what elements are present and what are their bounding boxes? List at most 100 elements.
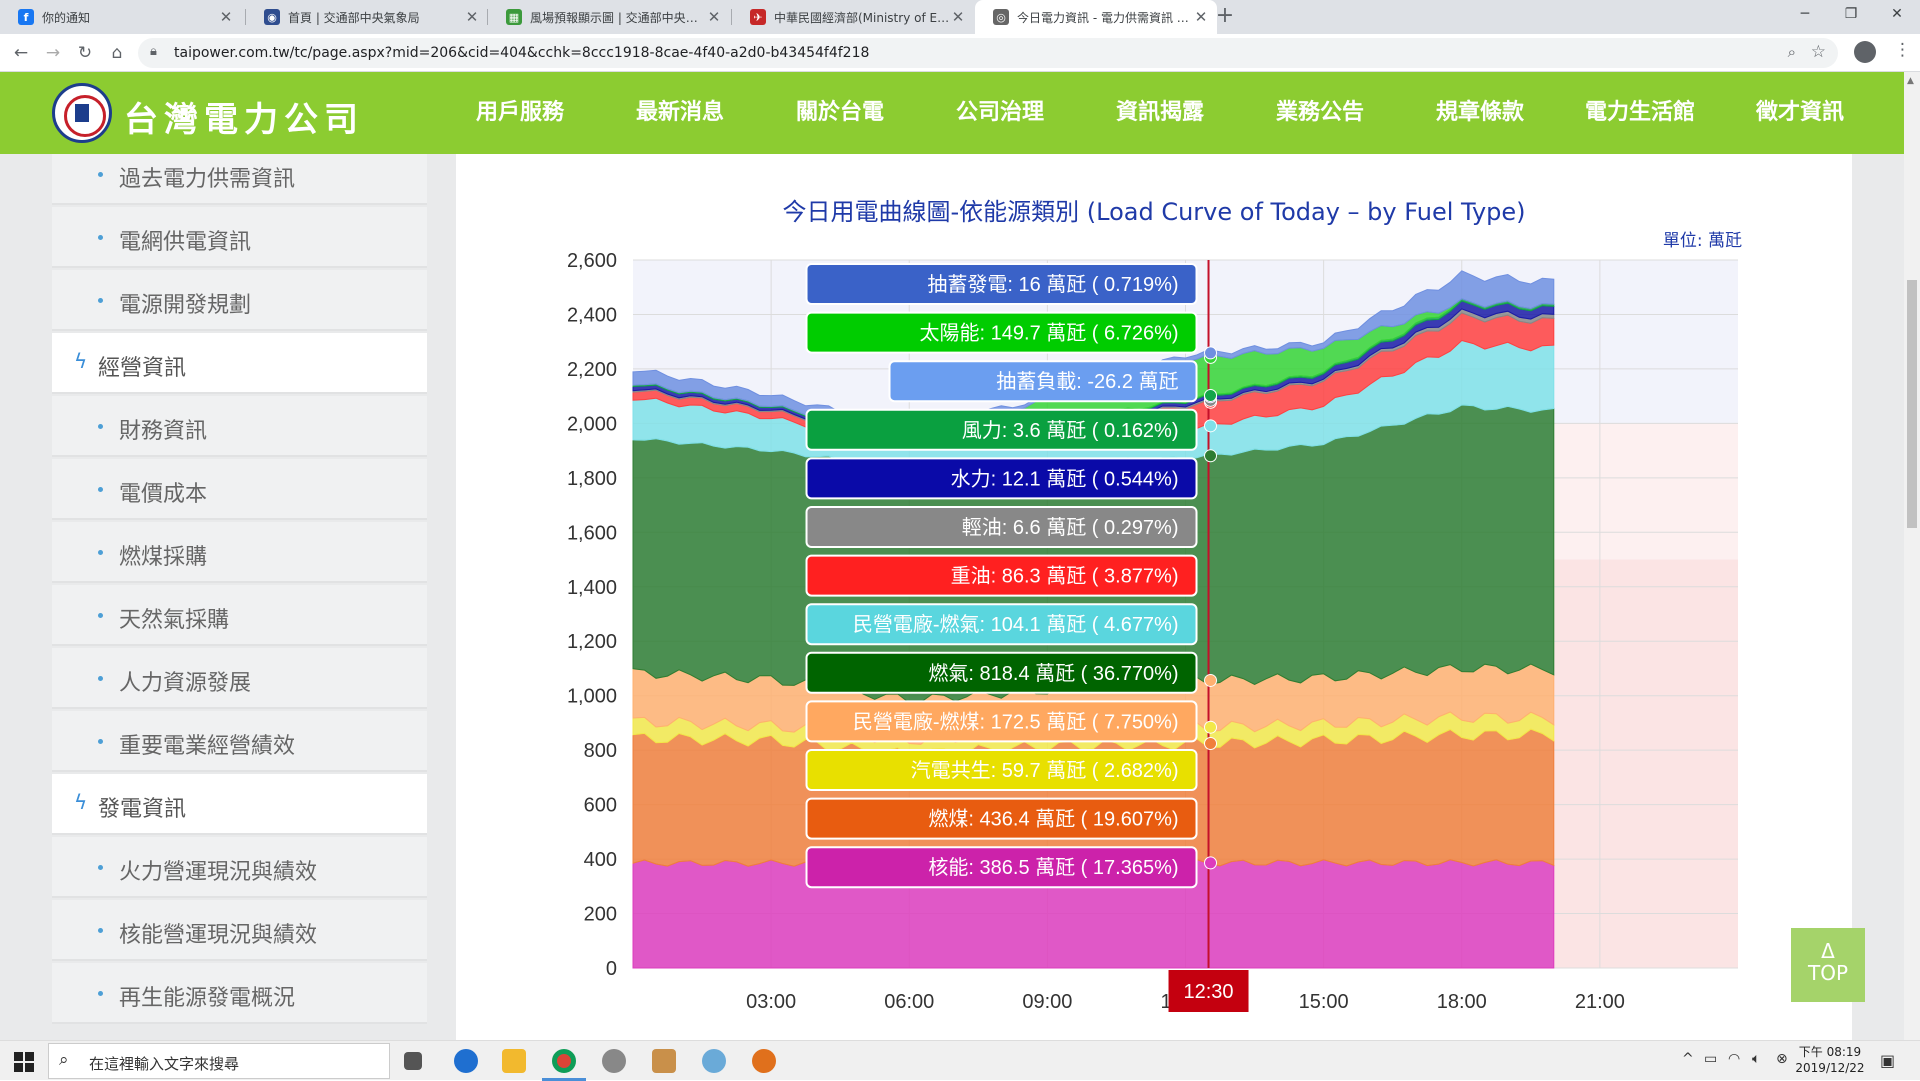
nav-item[interactable]: 最新消息 <box>635 100 724 125</box>
tooltip-box <box>805 651 1198 694</box>
sidebar-item[interactable]: 電網供電資訊 <box>52 207 427 268</box>
bookmark-star-icon[interactable]: ☆ <box>1810 42 1826 62</box>
sidebar-section[interactable]: ϟ 經營資訊 <box>52 333 427 394</box>
tab-separator <box>487 9 488 25</box>
nav-item[interactable]: 徵才資訊 <box>1755 100 1844 125</box>
sidebar-item[interactable]: 財務資訊 <box>52 396 427 457</box>
sidebar-item[interactable]: 電價成本 <box>52 459 427 520</box>
tab-close-icon[interactable]: ✕ <box>465 8 479 26</box>
close-window-button[interactable]: ✕ <box>1891 6 1903 22</box>
sidebar-item[interactable]: 核能營運現況與績效 <box>52 900 427 961</box>
browser-tab[interactable]: ◎ 今日電力資訊 - 電力供需資訊 - 台 ✕ <box>975 0 1217 34</box>
nav-item[interactable]: 公司治理 <box>955 100 1044 125</box>
minimize-button[interactable]: ─ <box>1800 6 1810 22</box>
taskbar-search-input[interactable]: ⌕ 在這裡輸入文字來搜尋 <box>48 1043 390 1079</box>
chrome-icon[interactable] <box>552 1049 576 1073</box>
sidebar-item-label: 電網供電資訊 <box>119 230 252 255</box>
main-content: 今日用電曲線圖-依能源類別 (Load Curve of Today – by … <box>456 154 1852 1040</box>
scroll-up-icon[interactable]: ▲ <box>1907 76 1914 86</box>
sidebar-item[interactable]: 再生能源發電概況 <box>52 963 427 1024</box>
browser-tab[interactable]: ✈ 中華民國經濟部(Ministry of Econ ✕ <box>732 0 974 34</box>
nav-item[interactable]: 關於台電 <box>795 100 884 125</box>
taskbar-clock[interactable]: 下午 08:19 2019/12/22 <box>1790 1044 1870 1076</box>
menu-kebab-icon[interactable]: ⋮ <box>1894 40 1911 60</box>
load-curve-chart[interactable]: 0 200 400 600 800 1,000 1,200 1,400 1,600 1,800 2,… <box>456 244 1852 1040</box>
reserve-band-lower <box>1553 559 1738 968</box>
sidebar-section[interactable]: ϟ 發電資訊 <box>52 774 427 835</box>
nav-item[interactable]: 規章條款 <box>1435 100 1524 125</box>
scroll-thumb[interactable] <box>1907 280 1917 528</box>
app-icon-7[interactable] <box>702 1049 726 1073</box>
brand-name[interactable]: 台灣電力公司 <box>124 100 364 140</box>
back-to-top-button[interactable]: Δ TOP <box>1791 928 1865 1002</box>
sidebar-item-label: 財務資訊 <box>119 419 208 444</box>
reload-icon[interactable]: ↻ <box>77 43 93 63</box>
tab-close-icon[interactable]: ✕ <box>219 8 233 26</box>
cursor-time-label: 12:30 <box>1183 981 1233 1003</box>
bullet-icon <box>98 739 103 744</box>
sidebar-item[interactable]: 燃煤採購 <box>52 522 427 583</box>
taipower-logo-icon[interactable] <box>52 83 112 143</box>
app-icon-8[interactable] <box>752 1049 776 1073</box>
clock-time: 下午 08:19 <box>1798 1045 1862 1059</box>
tab-title: 風場預報顯示圖 | 交通部中央氣象局 <box>530 10 706 25</box>
tab-close-icon[interactable]: ✕ <box>1194 8 1208 26</box>
ime-icon[interactable]: ⊗ <box>1776 1051 1788 1067</box>
tab-close-icon[interactable]: ✕ <box>951 8 965 26</box>
sidebar-item[interactable]: 電源開發規劃 <box>52 270 427 331</box>
sidebar-item[interactable]: 火力營運現況與績效 <box>52 837 427 898</box>
tab-favicon-icon: ▦ <box>506 9 522 25</box>
tooltip-label: 重油: 86.3 萬瓩 ( 3.877%) <box>951 565 1179 588</box>
cursor-point <box>1204 673 1218 687</box>
tooltip-label: 核能: 386.5 萬瓩 ( 17.365%) <box>928 856 1178 879</box>
zoom-icon[interactable]: ⌕ <box>1787 43 1796 61</box>
windows-start-icon[interactable] <box>14 1052 34 1072</box>
forward-icon[interactable]: → <box>45 43 61 63</box>
y-tick-label: 0 <box>606 958 617 980</box>
x-tick-label: 21:00 <box>1575 991 1625 1013</box>
nav-item[interactable]: 資訊揭露 <box>1115 100 1204 125</box>
sidebar-item[interactable]: 天然氣採購 <box>52 585 427 646</box>
clock-date: 2019/12/22 <box>1795 1061 1865 1075</box>
url-text[interactable]: taipower.com.tw/tc/page.aspx?mid=206&cid… <box>174 45 870 61</box>
maximize-button[interactable]: ❐ <box>1844 6 1858 22</box>
nav-item[interactable]: 用戶服務 <box>475 100 564 125</box>
tab-title: 今日電力資訊 - 電力供需資訊 - 台 <box>1017 10 1193 25</box>
app-icon-5[interactable] <box>602 1049 626 1073</box>
back-icon[interactable]: ← <box>13 43 29 63</box>
page-scrollbar[interactable]: ▲ <box>1904 72 1920 1040</box>
tooltip-box <box>805 554 1198 597</box>
sidebar-item[interactable]: 重要電業經營績效 <box>52 711 427 772</box>
bullet-icon <box>98 991 103 996</box>
x-tick-label: 03:00 <box>746 991 796 1013</box>
nav-item[interactable]: 業務公告 <box>1275 100 1364 125</box>
address-bar[interactable]: 🔒︎ taipower.com.tw/tc/page.aspx?mid=206&… <box>138 38 1838 68</box>
sidebar-item[interactable]: 過去電力供需資訊 <box>52 154 427 205</box>
new-tab-button[interactable]: + <box>1215 3 1235 28</box>
up-arrow-icon: Δ <box>1821 939 1835 963</box>
home-icon[interactable]: ⌂ <box>111 43 123 63</box>
tooltip-label: 民營電廠-燃煤: 172.5 萬瓩 ( 7.750%) <box>853 709 1179 733</box>
browser-tab[interactable]: ◉ 首頁 | 交通部中央氣象局 ✕ <box>246 0 488 34</box>
volume-icon[interactable]: 🔈︎ <box>1752 1051 1761 1067</box>
browser-toolbar: ← → ↻ ⌂ 🔒︎ taipower.com.tw/tc/page.aspx?… <box>0 34 1920 72</box>
x-tick-label: 15:00 <box>1299 991 1349 1013</box>
tooltip-box <box>888 360 1198 403</box>
battery-icon[interactable]: ▭ <box>1704 1051 1718 1067</box>
edge-icon[interactable] <box>454 1049 478 1073</box>
task-view-icon[interactable] <box>404 1052 422 1070</box>
wifi-icon[interactable]: ◠ <box>1728 1051 1741 1067</box>
browser-tab[interactable]: ▦ 風場預報顯示圖 | 交通部中央氣象局 ✕ <box>488 0 730 34</box>
app-icon-6[interactable] <box>652 1049 676 1073</box>
tab-close-icon[interactable]: ✕ <box>707 8 721 26</box>
sidebar-item[interactable]: 人力資源發展 <box>52 648 427 709</box>
sidebar-item-label: 電源開發規劃 <box>119 293 252 318</box>
notification-icon[interactable]: ▣ <box>1880 1051 1896 1070</box>
browser-tab[interactable]: f 你的通知 ✕ <box>0 0 242 34</box>
cursor-time-box <box>1168 970 1249 1012</box>
tray-chevron-icon[interactable]: ^ <box>1682 1051 1694 1067</box>
file-explorer-icon[interactable] <box>502 1049 526 1073</box>
tooltip-box <box>805 846 1198 889</box>
nav-item[interactable]: 電力生活館 <box>1584 100 1695 125</box>
profile-avatar-icon[interactable] <box>1854 41 1876 63</box>
